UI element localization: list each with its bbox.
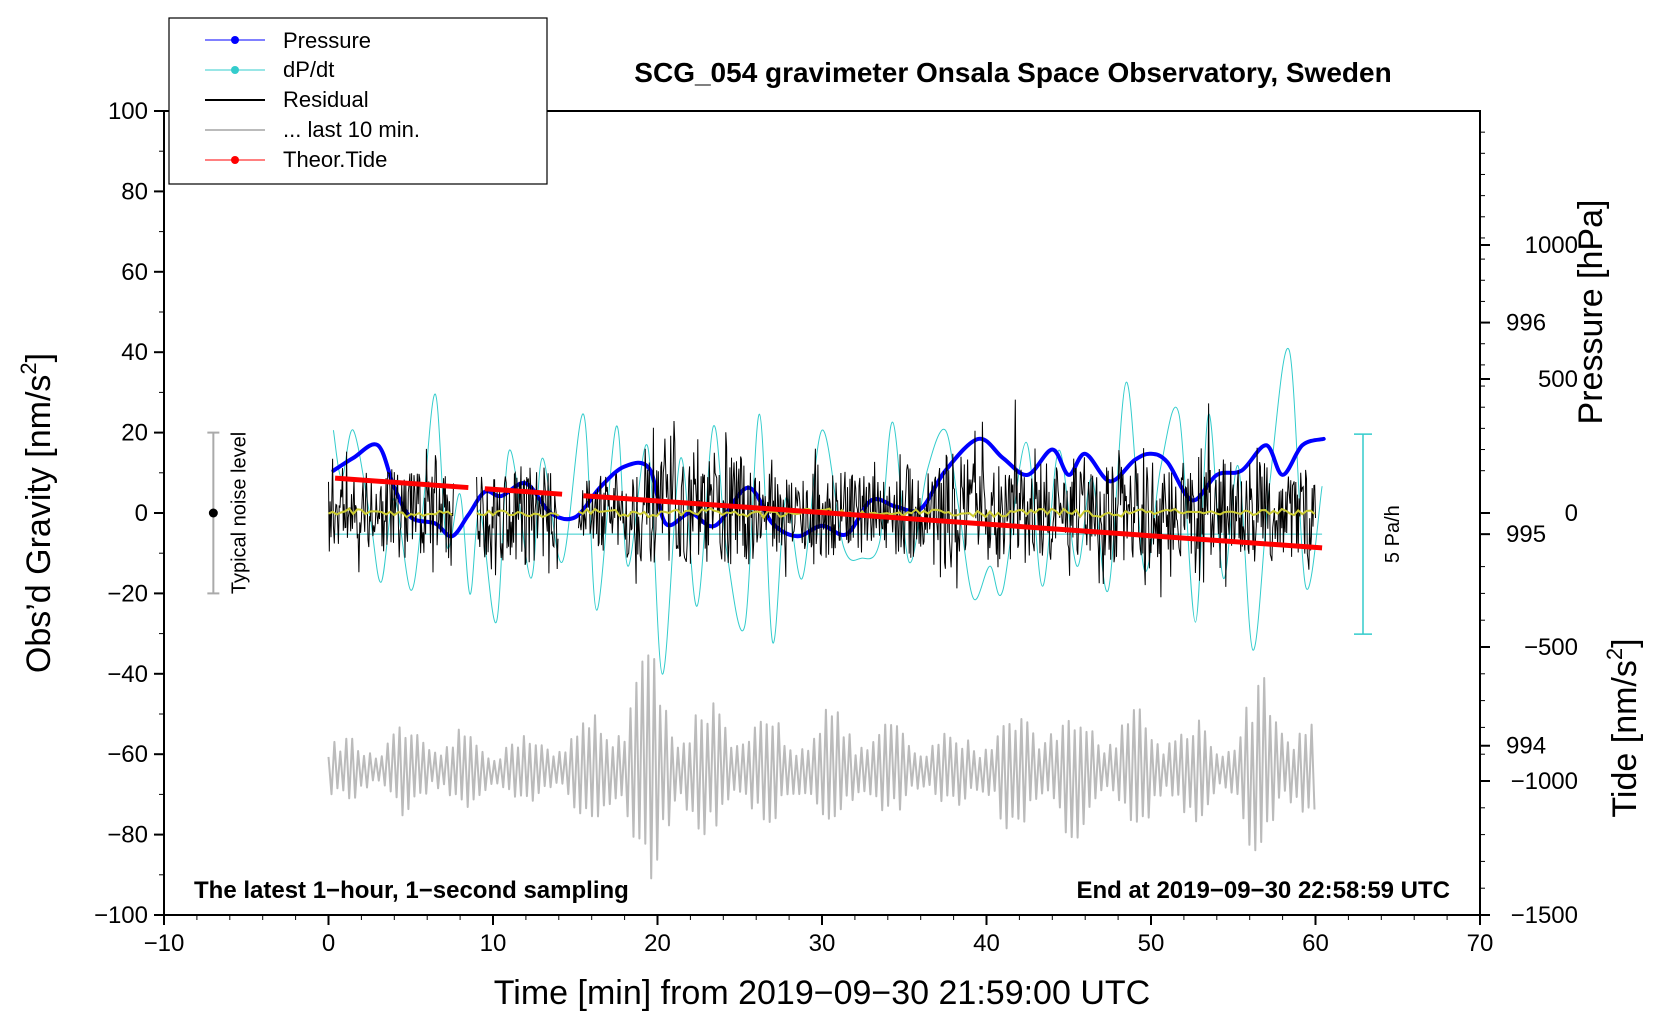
tide-line — [583, 493, 1323, 551]
y-axis-label: Obs’d Gravity [nm/s2] — [16, 353, 58, 673]
tide-tick-label: 0 — [1565, 500, 1578, 527]
tide-line — [334, 475, 469, 491]
scale-bar-label: 5 Pa/h — [1382, 505, 1404, 563]
residual-smoothed-line — [577, 507, 1316, 520]
last-10-min-series — [327, 654, 1316, 880]
y-tick-label: −40 — [107, 661, 148, 688]
pressure-axis-label: Pressure [hPa] — [1572, 200, 1610, 425]
chart-title: SCG_054 gravimeter Onsala Space Observat… — [634, 57, 1391, 88]
tide-series — [334, 475, 1323, 551]
residual-smoothed-series — [328, 507, 1316, 520]
legend: Pressure dP/dt Residual ... last 10 min.… — [168, 17, 548, 185]
y-axis-label-text: Obs’d Gravity [nm/s — [20, 375, 58, 674]
y-tick-label: 100 — [108, 98, 148, 125]
legend-label-tide: Theor.Tide — [283, 147, 387, 172]
y-tick-label: −80 — [107, 822, 148, 849]
y-tick-label: −60 — [107, 741, 148, 768]
residual-line — [578, 399, 1316, 598]
y-tick-label: 0 — [135, 500, 148, 527]
legend-entry-residual: Residual — [205, 87, 369, 112]
tide-tick-label: −500 — [1524, 634, 1578, 661]
x-tick-label: −10 — [144, 930, 185, 957]
y-axis-label-close: ] — [20, 353, 58, 362]
tide-axis-label-close: ] — [1606, 638, 1644, 647]
y-axis-tide: 1000 500 0 −500 −1000 −1500 — [1480, 232, 1578, 929]
legend-entry-dpdt: dP/dt — [205, 57, 334, 82]
y-tick-label: 40 — [121, 339, 148, 366]
note-bottom-right: End at 2019−09−30 22:58:59 UTC — [1076, 877, 1450, 904]
y-tick-label: −100 — [94, 902, 148, 929]
tide-tick-label: −1000 — [1511, 768, 1578, 795]
tide-line — [484, 486, 563, 497]
tide-axis-label-sup: 2 — [1602, 648, 1627, 660]
legend-label-last10: ... last 10 min. — [283, 117, 420, 142]
y-axis-gravity: 100 80 60 40 20 0 −20 −40 −60 −80 −100 — [94, 98, 164, 929]
residual-line — [476, 466, 559, 576]
x-axis: −10 0 10 20 30 40 50 60 70 — [144, 915, 1494, 957]
legend-marker-pressure — [231, 36, 239, 44]
noise-bar-label: Typical noise level — [228, 432, 250, 594]
legend-entry-last10: ... last 10 min. — [205, 117, 420, 142]
last-10-min-line — [327, 654, 1316, 880]
noise-level-bar: Typical noise level — [207, 431, 250, 595]
x-tick-label: 0 — [322, 930, 335, 957]
y-tick-label: 60 — [121, 259, 148, 286]
x-tick-label: 30 — [809, 930, 836, 957]
x-tick-label: 60 — [1302, 930, 1329, 957]
legend-marker-dpdt — [231, 66, 239, 74]
legend-marker-tide — [231, 156, 239, 164]
pressure-tick-label: 994 — [1506, 733, 1546, 760]
pressure-tick-label: 996 — [1506, 310, 1546, 337]
tide-tick-label: −1500 — [1511, 902, 1578, 929]
dpdt-scale-bar: 5 Pa/h — [1354, 433, 1404, 635]
y-axis-label-sup: 2 — [16, 362, 41, 374]
tide-tick-label: 500 — [1538, 366, 1578, 393]
x-axis-label: Time [min] from 2019−09−30 21:59:00 UTC — [494, 974, 1150, 1012]
legend-label-pressure: Pressure — [283, 28, 371, 53]
note-bottom-left: The latest 1−hour, 1−second sampling — [194, 877, 629, 904]
y-tick-label: 20 — [121, 420, 148, 447]
noise-bar-dot — [208, 508, 218, 518]
x-tick-label: 10 — [480, 930, 507, 957]
x-tick-label: 20 — [644, 930, 671, 957]
x-tick-label: 40 — [973, 930, 1000, 957]
tide-axis-label-text: Tide [nm/s — [1606, 660, 1644, 817]
legend-entry-tide: Theor.Tide — [205, 147, 387, 172]
x-tick-label: 50 — [1138, 930, 1165, 957]
residual-smoothed-line — [476, 509, 560, 519]
legend-label-dpdt: dP/dt — [283, 57, 334, 82]
y-tick-label: −20 — [107, 580, 148, 607]
y-tick-label: 80 — [121, 178, 148, 205]
tide-axis-label: Tide [nm/s2] — [1602, 638, 1644, 817]
legend-entry-pressure: Pressure — [205, 28, 371, 53]
pressure-tick-label: 995 — [1506, 521, 1546, 548]
y-axis-pressure: 994 995 996 — [1480, 131, 1546, 760]
tide-tick-label: 1000 — [1525, 232, 1578, 259]
residual-smoothed-line — [328, 507, 453, 519]
x-tick-label: 70 — [1467, 930, 1494, 957]
legend-label-residual: Residual — [283, 87, 369, 112]
